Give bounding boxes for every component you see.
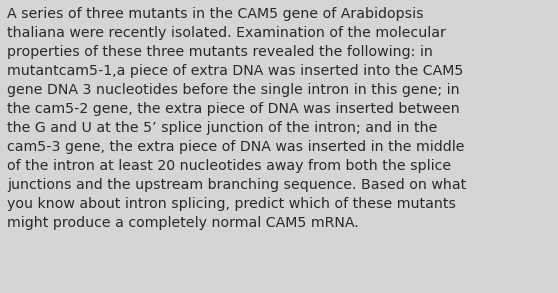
Text: A series of three mutants in the CAM5 gene of Arabidopsis
thaliana were recently: A series of three mutants in the CAM5 ge… bbox=[7, 7, 466, 230]
